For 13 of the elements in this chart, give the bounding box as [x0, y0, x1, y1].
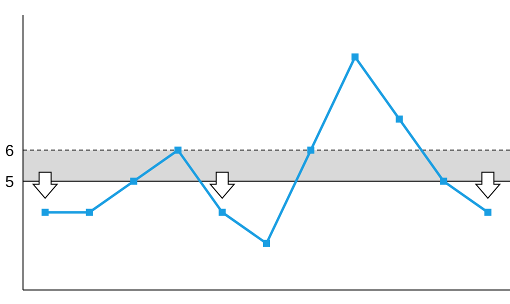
point — [262, 240, 270, 247]
point — [42, 208, 49, 216]
point — [396, 116, 403, 123]
point — [484, 208, 492, 216]
y-tick-label: 5 — [5, 174, 14, 191]
point — [352, 53, 359, 60]
point — [218, 208, 226, 216]
point — [174, 146, 182, 154]
point — [86, 208, 93, 216]
point — [440, 178, 448, 185]
point — [307, 146, 314, 154]
point — [130, 178, 138, 185]
y-tick-label: 6 — [5, 142, 14, 160]
